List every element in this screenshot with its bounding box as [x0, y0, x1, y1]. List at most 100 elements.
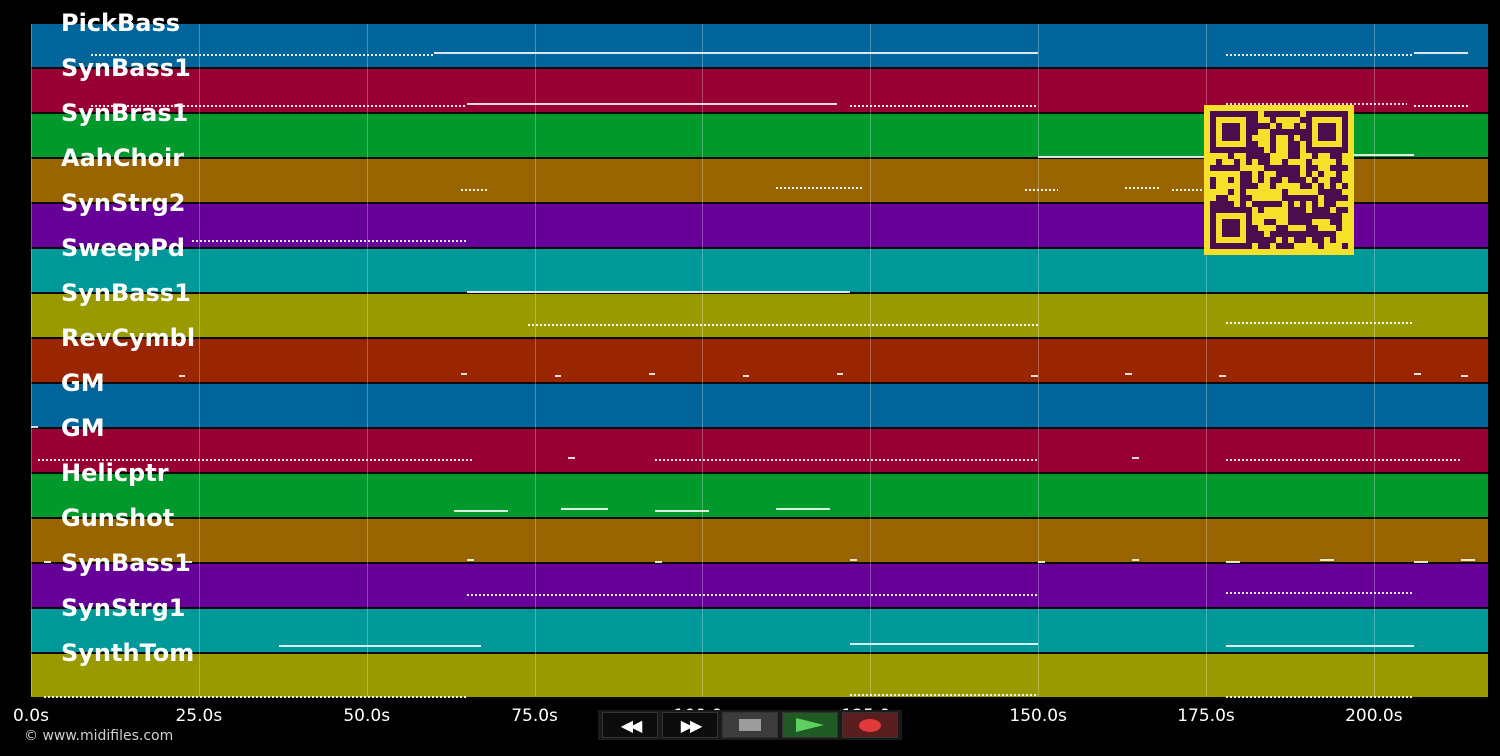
track-label: SynStrg1	[61, 594, 186, 622]
note-segment	[1038, 156, 1227, 158]
gridline	[198, 24, 200, 696]
note-segment	[1038, 561, 1045, 563]
note-segment	[467, 291, 851, 293]
note-segment	[467, 559, 475, 561]
note-segment	[460, 189, 488, 191]
note-segment	[454, 510, 508, 512]
record-button[interactable]	[842, 712, 898, 738]
note-segment	[31, 426, 38, 428]
track-lane[interactable]	[31, 429, 1488, 474]
note-segment	[1024, 189, 1059, 191]
tick-label: 200.0s	[1345, 706, 1403, 726]
gridline	[31, 24, 32, 696]
track-lane[interactable]	[31, 24, 1488, 69]
gridline	[702, 24, 704, 696]
track-label: GM	[61, 369, 105, 397]
note-segment	[279, 645, 481, 647]
tick-label: 50.0s	[343, 706, 391, 726]
note-segment	[1461, 559, 1475, 561]
note-segment	[742, 375, 750, 377]
note-segment	[44, 696, 468, 698]
track-label: SynthTom	[61, 639, 195, 667]
note-segment	[776, 187, 864, 189]
track-label: SynStrg2	[61, 189, 186, 217]
note-segment	[1132, 457, 1139, 459]
track-lane[interactable]	[31, 339, 1488, 384]
note-segment	[1226, 645, 1415, 647]
tick-label: 150.0s	[1009, 706, 1067, 726]
play-button[interactable]	[782, 712, 838, 738]
rewind-button[interactable]: ◀◀	[602, 712, 658, 738]
note-segment	[648, 373, 656, 375]
gridline	[1373, 24, 1375, 696]
note-segment	[850, 643, 1039, 645]
tick-label: 0.0s	[13, 706, 49, 726]
tick-label: 25.0s	[175, 706, 223, 726]
note-segment	[91, 105, 468, 107]
note-segment	[467, 103, 837, 105]
fast-forward-button[interactable]: ▶▶	[662, 712, 718, 738]
note-segment	[1226, 696, 1415, 698]
track-label: Helicptr	[61, 459, 169, 487]
track-label: Gunshot	[61, 504, 175, 532]
gridline	[534, 24, 536, 696]
track-lane[interactable]	[31, 294, 1488, 339]
note-segment	[1353, 154, 1415, 156]
track-label: AahChoir	[61, 144, 185, 172]
note-segment	[1226, 459, 1462, 461]
note-segment	[37, 459, 475, 461]
qr-code	[1204, 105, 1354, 255]
note-segment	[1414, 373, 1421, 375]
note-segment	[1125, 373, 1133, 375]
gridline	[366, 24, 368, 696]
track-lane[interactable]	[31, 654, 1488, 699]
track-label: SweepPd	[61, 234, 185, 262]
note-segment	[836, 373, 844, 375]
track-label: RevCymbl	[61, 324, 196, 352]
track-label: SynBass1	[61, 279, 191, 307]
track-lane[interactable]	[31, 474, 1488, 519]
note-segment	[527, 324, 1039, 326]
track-lane[interactable]	[31, 249, 1488, 294]
note-segment	[91, 559, 99, 561]
gridline	[870, 24, 872, 696]
track-label: GM	[61, 414, 105, 442]
note-segment	[178, 375, 186, 377]
note-segment	[850, 694, 1039, 696]
note-segment	[1226, 54, 1415, 56]
record-icon	[859, 718, 881, 732]
note-segment	[91, 54, 434, 56]
play-icon	[796, 718, 824, 732]
track-lane[interactable]	[31, 519, 1488, 564]
note-segment	[1414, 561, 1428, 563]
note-segment	[1132, 559, 1139, 561]
note-segment	[1320, 559, 1334, 561]
note-segment	[1031, 375, 1039, 377]
note-segment	[433, 52, 1039, 54]
note-segment	[655, 561, 663, 563]
track-lane[interactable]	[31, 609, 1488, 654]
note-segment	[44, 561, 52, 563]
note-segment	[1226, 592, 1415, 594]
note-segment	[1226, 561, 1240, 563]
copyright-text: © www.midifiles.com	[24, 728, 174, 744]
note-segment	[850, 105, 1039, 107]
note-segment	[1125, 187, 1159, 189]
note-segment	[467, 594, 1039, 596]
note-segment	[1172, 189, 1213, 191]
note-segment	[655, 510, 710, 512]
stop-button[interactable]	[722, 712, 778, 738]
note-segment	[568, 457, 575, 459]
note-segment	[1226, 103, 1408, 105]
track-lane[interactable]	[31, 384, 1488, 429]
track-label: SynBass1	[61, 54, 191, 82]
note-segment	[1414, 105, 1468, 107]
track-lane[interactable]	[31, 564, 1488, 609]
track-label: PickBass	[61, 9, 181, 37]
note-segment	[561, 508, 609, 510]
note-segment	[1414, 52, 1468, 54]
stop-icon	[739, 719, 761, 731]
tick-label: 175.0s	[1177, 706, 1235, 726]
track-label: SynBras1	[61, 99, 189, 127]
